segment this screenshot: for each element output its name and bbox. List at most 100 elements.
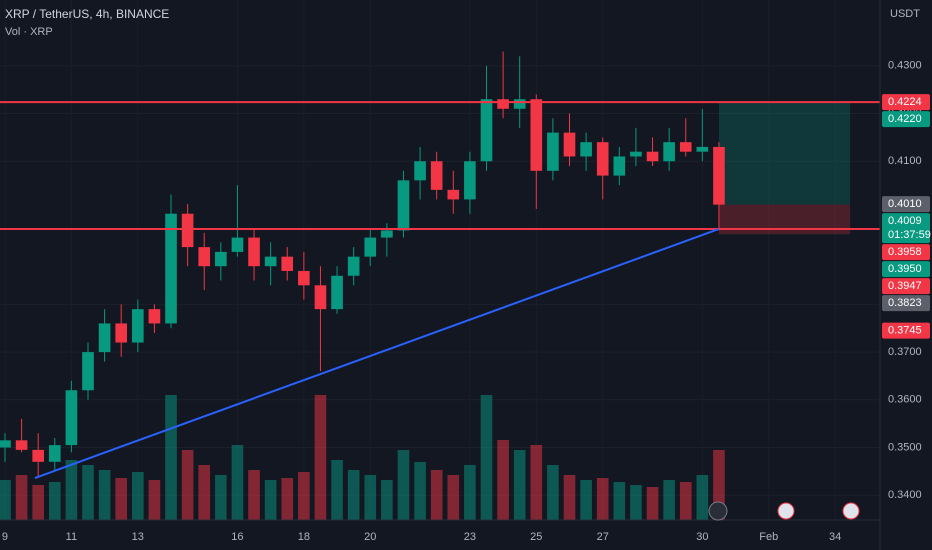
volume-bar bbox=[314, 395, 327, 520]
volume-bar bbox=[480, 395, 493, 520]
y-tick-label: 0.3600 bbox=[888, 394, 922, 406]
candle-body bbox=[331, 275, 343, 310]
candle-body bbox=[82, 352, 94, 391]
x-tick-label: 20 bbox=[364, 531, 376, 543]
candle-body bbox=[497, 99, 509, 109]
candle-body bbox=[98, 323, 111, 353]
volume-bar bbox=[331, 460, 343, 520]
volume-bar bbox=[148, 480, 161, 520]
candle-body bbox=[198, 247, 211, 267]
volume-bar bbox=[215, 475, 227, 520]
candle-body bbox=[0, 440, 11, 448]
volume-bar bbox=[414, 462, 426, 520]
volume-bar bbox=[298, 472, 310, 520]
price-label-bg bbox=[882, 278, 930, 295]
x-tick-label: 27 bbox=[597, 531, 609, 543]
event-icon[interactable] bbox=[842, 502, 860, 520]
candle-body bbox=[132, 309, 144, 343]
event-icon[interactable] bbox=[777, 502, 795, 520]
candle-body bbox=[181, 213, 194, 248]
price-label-bg bbox=[882, 196, 930, 213]
volume-bar bbox=[32, 485, 44, 520]
volume-bar bbox=[15, 475, 28, 520]
candle-body bbox=[613, 156, 626, 176]
price-label: 0.3958 bbox=[888, 246, 922, 258]
currency: USDT bbox=[890, 8, 920, 20]
y-tick-label: 0.4100 bbox=[888, 155, 922, 167]
candle-body bbox=[630, 151, 642, 157]
volume-bar bbox=[530, 445, 543, 520]
candle-body bbox=[32, 449, 44, 462]
price-label-bg bbox=[882, 213, 930, 244]
x-tick-label: Feb bbox=[759, 531, 778, 543]
volume-bar bbox=[198, 465, 211, 520]
y-tick-label: 0.4300 bbox=[888, 60, 922, 72]
candle-body bbox=[430, 161, 443, 190]
candle-body bbox=[397, 180, 410, 231]
price-label-bg bbox=[882, 261, 930, 278]
volume-bar bbox=[513, 450, 526, 520]
chart-title: XRP / TetherUS, 4h, BINANCE bbox=[5, 7, 169, 21]
candle-body bbox=[646, 151, 659, 162]
grid bbox=[0, 0, 880, 520]
volume-bar bbox=[165, 395, 177, 520]
volume-bar bbox=[181, 450, 194, 520]
candle-body bbox=[713, 146, 725, 205]
volume-bar bbox=[364, 475, 377, 520]
volume-bar bbox=[98, 470, 111, 520]
volume-bar bbox=[464, 465, 476, 520]
candle-body bbox=[231, 237, 244, 252]
price-axis: 0.43000.42000.41000.38000.37000.36000.35… bbox=[882, 60, 931, 501]
price-label-bg bbox=[882, 322, 930, 339]
volume-bar bbox=[48, 482, 61, 520]
candle-body bbox=[464, 161, 476, 200]
volume-bar bbox=[713, 450, 725, 520]
x-tick-label: 30 bbox=[696, 531, 708, 543]
volume-bar bbox=[397, 450, 410, 520]
volume-bar bbox=[82, 465, 94, 520]
price-label-bg bbox=[882, 111, 930, 128]
price-label: 0.4010 bbox=[888, 198, 922, 210]
candle-body bbox=[547, 132, 559, 171]
candle-body bbox=[314, 285, 327, 310]
volume-bar bbox=[381, 480, 393, 520]
price-label: 0.4009 bbox=[888, 215, 922, 227]
volume-bar bbox=[347, 470, 360, 520]
x-tick-label: 16 bbox=[231, 531, 243, 543]
volume-bar bbox=[430, 470, 443, 520]
price-label: 0.3947 bbox=[888, 280, 922, 292]
y-tick-label: 0.3500 bbox=[888, 441, 922, 453]
x-tick-label: 25 bbox=[530, 531, 542, 543]
volume-bar bbox=[663, 480, 675, 520]
candle-body bbox=[663, 142, 675, 162]
candle-body bbox=[115, 323, 128, 343]
x-tick-label: 23 bbox=[464, 531, 476, 543]
candle-body bbox=[696, 146, 709, 152]
event-icon[interactable] bbox=[708, 501, 728, 521]
volume-bar bbox=[613, 482, 626, 520]
volume-bar bbox=[447, 475, 460, 520]
volume-bar bbox=[132, 472, 144, 520]
candle-body bbox=[364, 237, 377, 257]
price-label: 0.3950 bbox=[888, 263, 922, 275]
price-label: 0.3745 bbox=[888, 325, 922, 337]
volume-bar bbox=[547, 465, 559, 520]
volume-bar bbox=[264, 480, 277, 520]
candle-body bbox=[48, 445, 61, 462]
candle-body bbox=[563, 132, 576, 157]
candle-body bbox=[281, 256, 294, 271]
price-label-bg bbox=[882, 94, 930, 111]
volume-bar bbox=[231, 445, 244, 520]
price-label: 0.4220 bbox=[888, 113, 922, 125]
countdown: 01:37:59 bbox=[888, 229, 931, 241]
x-tick-label: 11 bbox=[66, 531, 77, 543]
y-tick-label: 0.3700 bbox=[888, 346, 922, 358]
candle-body bbox=[165, 213, 177, 324]
volume-bar bbox=[679, 482, 692, 520]
x-tick-label: 9 bbox=[2, 531, 8, 543]
candle-body bbox=[15, 440, 28, 450]
candle-body bbox=[298, 270, 310, 286]
volume-bar bbox=[115, 478, 128, 520]
